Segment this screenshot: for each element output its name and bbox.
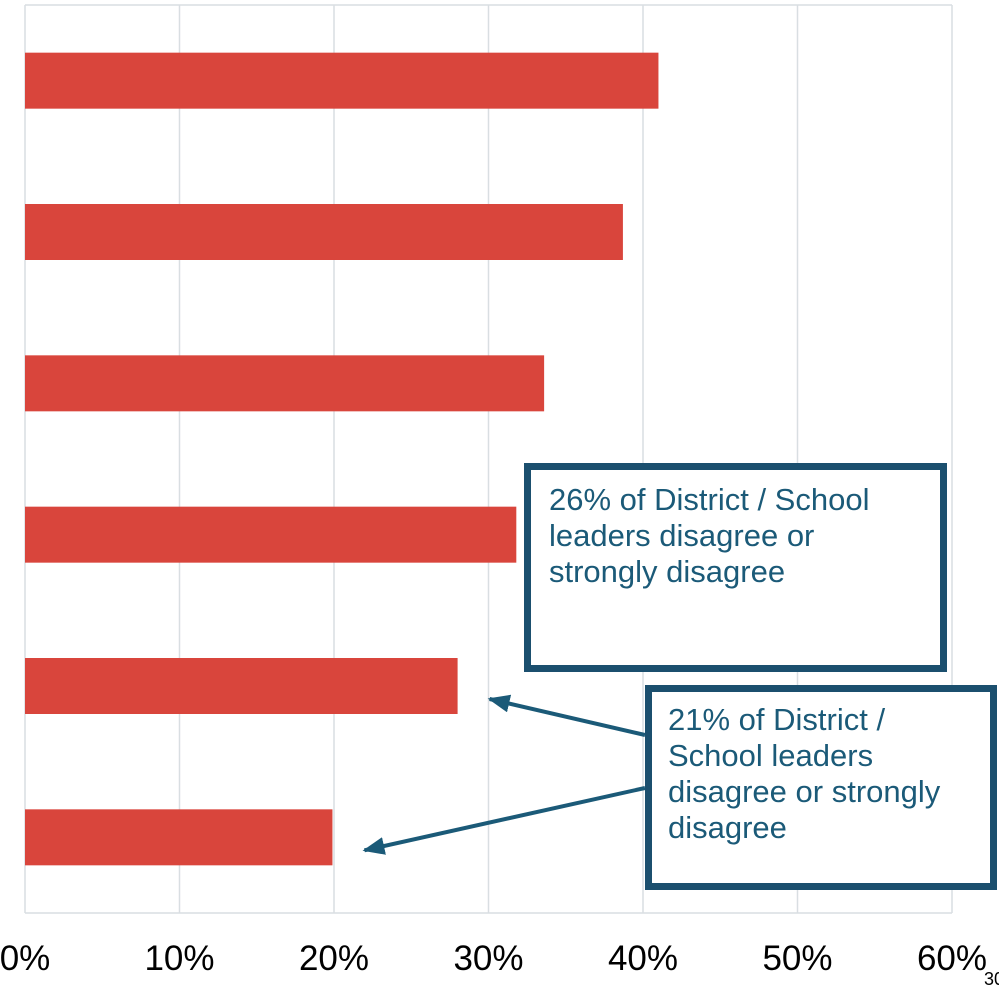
annotation-arrow xyxy=(487,694,646,737)
x-tick-label: 20% xyxy=(299,939,369,978)
x-tick-label: 30% xyxy=(453,939,523,978)
x-tick-label: 50% xyxy=(762,939,832,978)
chart-grid xyxy=(24,4,953,914)
x-tick-label: 0% xyxy=(0,939,50,978)
bar xyxy=(25,355,545,412)
x-axis-tick-labels: 0% 10% 20% 30% 40% 50% 60% xyxy=(0,939,987,978)
x-tick-label: 60% xyxy=(917,939,987,978)
page-number: 30 xyxy=(984,969,999,987)
bar xyxy=(25,809,333,866)
annotation-callout-26-percent: 26% of District / School leaders disagre… xyxy=(524,463,947,672)
x-tick-label: 40% xyxy=(608,939,678,978)
bar xyxy=(25,52,659,109)
annotation-arrows xyxy=(362,694,646,855)
x-tick-label: 10% xyxy=(144,939,214,978)
annotation-text: 21% of District / School leaders disagre… xyxy=(668,702,941,845)
bar xyxy=(25,658,458,714)
chart-bars xyxy=(25,52,659,866)
annotation-callout-21-percent: 21% of District / School leaders disagre… xyxy=(645,685,997,890)
bar xyxy=(25,204,623,260)
annotation-arrow xyxy=(362,786,646,855)
bar xyxy=(25,506,517,563)
annotation-text: 26% of District / School leaders disagre… xyxy=(549,482,870,589)
